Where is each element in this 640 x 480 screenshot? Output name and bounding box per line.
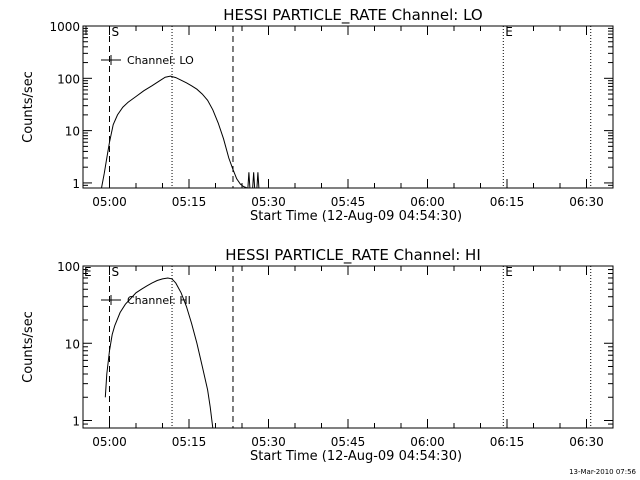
panel2-marker-label: S [112, 265, 120, 279]
panel2-y-tick-label: 10 [65, 337, 80, 351]
panel2-x-tick-label: 05:00 [92, 435, 127, 449]
panel2-y-axis-label: Counts/sec [21, 311, 36, 383]
panel1-x-tick-label: 05:45 [331, 195, 366, 209]
panel1-marker-label: S [112, 25, 120, 39]
panel1-y-axis-label: Counts/sec [21, 71, 36, 143]
panel1-title: HESSI PARTICLE_RATE Channel: LO [223, 6, 482, 25]
panel1-x-tick-label: 06:00 [410, 195, 445, 209]
panel2-y-tick-label: 100 [57, 260, 80, 274]
panel1-frame [82, 25, 614, 189]
panel2-x-tick-label: 05:15 [172, 435, 207, 449]
panel2-x-tick-label: 05:30 [251, 435, 286, 449]
panel2-x-tick-label: 06:15 [490, 435, 525, 449]
panel1-x-tick-label: 05:00 [92, 195, 127, 209]
panel2-x-axis-label: Start Time (12-Aug-09 04:54:30) [250, 449, 462, 464]
panel2-y-tick-label: 1 [72, 415, 80, 429]
panel1-marker-label: E [505, 25, 513, 39]
panel1-legend-label: Channel: LO [127, 54, 194, 67]
panel2-legend-label: Channel: HI [127, 294, 191, 307]
panel1-y-tick-label: 1000 [49, 20, 80, 34]
panel2-frame [82, 265, 614, 429]
panel1-x-axis-label: Start Time (12-Aug-09 04:54:30) [250, 209, 462, 224]
panel2-x-tick-label: 05:45 [331, 435, 366, 449]
panel1-x-tick-label: 05:15 [172, 195, 207, 209]
panel2-title: HESSI PARTICLE_RATE Channel: HI [225, 246, 481, 265]
panel1-noise-spike [252, 172, 256, 189]
panel1-y-tick-label: 10 [65, 125, 80, 139]
panel1-series-line [101, 75, 248, 189]
panel1-noise-spike [256, 172, 260, 189]
panel2-marker-label: E [505, 265, 513, 279]
panel2-x-tick-label: 06:00 [410, 435, 445, 449]
panel1-x-tick-label: 06:15 [490, 195, 525, 209]
footer-timestamp: 13-Mar-2010 07:56 [569, 468, 636, 476]
panel2-series-line [104, 277, 214, 429]
panel1-y-tick-label: 1 [72, 177, 80, 191]
panel1-noise-spike [247, 172, 251, 189]
panel1-x-tick-label: 05:30 [251, 195, 286, 209]
panel1-x-tick-label: 06:30 [569, 195, 604, 209]
panel1-y-tick-label: 100 [57, 72, 80, 86]
panel2-x-tick-label: 06:30 [569, 435, 604, 449]
panel2-marker-label-left: E [84, 265, 92, 279]
